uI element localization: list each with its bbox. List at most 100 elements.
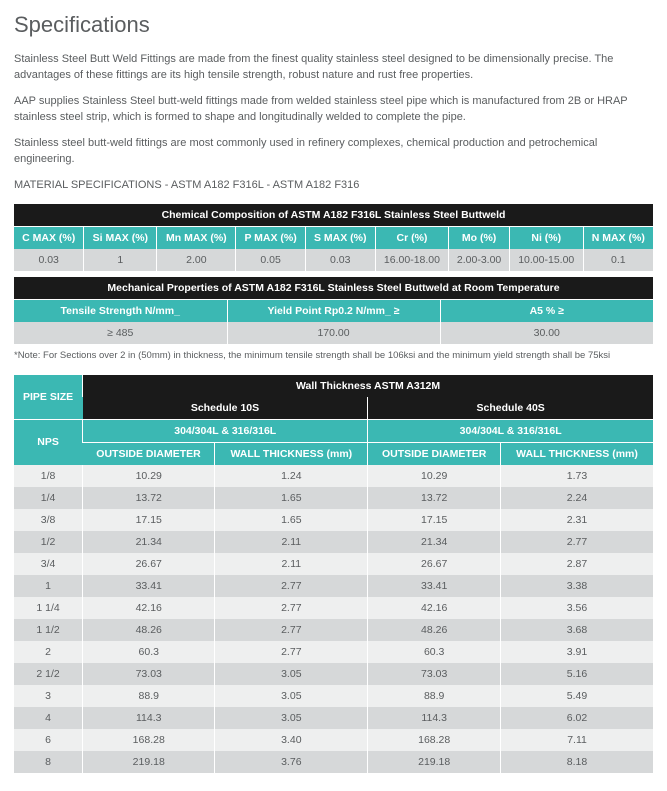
mechanical-properties-table: Mechanical Properties of ASTM A182 F316L… [14,277,653,344]
chem-val-c: 0.03 [14,249,84,271]
table-row: 1/413.721.6513.722.24 [14,487,653,509]
table-row: 2 1/273.033.0573.035.16 [14,663,653,685]
chem-val-mo: 2.00-3.00 [449,249,510,271]
table-row: 3/426.672.1126.672.87 [14,553,653,575]
wt-cell-wt1: 1.65 [215,509,368,531]
mech-val-a5: 30.00 [440,322,653,344]
wt-cell-od2: 17.15 [368,509,501,531]
wt-cell-wt1: 3.40 [215,729,368,751]
table-row: 6168.283.40168.287.11 [14,729,653,751]
intro-para-1: Stainless Steel Butt Weld Fittings are m… [14,52,653,84]
chem-val-n: 0.1 [583,249,653,271]
table-row: 4114.33.05114.36.02 [14,707,653,729]
wt-cell-od1: 60.3 [83,641,215,663]
wt-cell-wt2: 5.16 [501,663,653,685]
chem-val-si: 1 [84,249,157,271]
page-title: Specifications [14,12,653,38]
wt-cell-wt1: 2.77 [215,575,368,597]
wt-material-2: 304/304L & 316/316L [368,419,653,442]
wt-wt-label-2: WALL THICKNESS (mm) [501,442,653,465]
intro-para-2: AAP supplies Stainless Steel butt-weld f… [14,94,653,126]
material-spec-line: MATERIAL SPECIFICATIONS - ASTM A182 F316… [14,178,653,194]
intro-para-3: Stainless steel butt-weld fittings are m… [14,136,653,168]
wt-cell-wt1: 3.05 [215,685,368,707]
mechanical-data-row: ≥ 485 170.00 30.00 [14,322,653,344]
wt-cell-wt2: 2.24 [501,487,653,509]
wt-cell-wt2: 8.18 [501,751,653,773]
wt-cell-od1: 17.15 [83,509,215,531]
chem-head-cr: Cr (%) [375,226,449,249]
wt-cell-od1: 42.16 [83,597,215,619]
mech-val-tensile: ≥ 485 [14,322,227,344]
chem-head-ni: Ni (%) [509,226,583,249]
wt-cell-nps: 1 [14,575,83,597]
wt-cell-nps: 3/8 [14,509,83,531]
mech-head-tensile: Tensile Strength N/mm_ [14,299,227,322]
wt-cell-od1: 168.28 [83,729,215,751]
wt-cell-nps: 1/4 [14,487,83,509]
wt-cell-wt2: 2.31 [501,509,653,531]
wt-schedule-2: Schedule 40S [368,397,653,420]
table-row: 1/221.342.1121.342.77 [14,531,653,553]
wt-cell-wt2: 3.38 [501,575,653,597]
wt-cell-od1: 219.18 [83,751,215,773]
wt-cell-nps: 3/4 [14,553,83,575]
wt-cell-wt2: 3.68 [501,619,653,641]
wt-cell-wt1: 2.11 [215,531,368,553]
table-row: 1/810.291.2410.291.73 [14,465,653,487]
wt-cell-wt1: 3.05 [215,707,368,729]
wt-nps-label: NPS [14,419,83,465]
wt-cell-od1: 33.41 [83,575,215,597]
wt-cell-nps: 3 [14,685,83,707]
chem-head-mn: Mn MAX (%) [157,226,236,249]
chemical-header-row: C MAX (%) Si MAX (%) Mn MAX (%) P MAX (%… [14,226,653,249]
wt-cell-od2: 21.34 [368,531,501,553]
wt-cell-od2: 33.41 [368,575,501,597]
wt-cell-od2: 26.67 [368,553,501,575]
wt-cell-wt1: 3.76 [215,751,368,773]
chem-val-mn: 2.00 [157,249,236,271]
wt-cell-nps: 1 1/2 [14,619,83,641]
wt-cell-od1: 88.9 [83,685,215,707]
mechanical-title: Mechanical Properties of ASTM A182 F316L… [14,277,653,300]
mech-head-yield: Yield Point Rp0.2 N/mm_ ≥ [227,299,440,322]
wall-thickness-table: PIPE SIZE Wall Thickness ASTM A312M Sche… [14,375,653,773]
wt-cell-od1: 13.72 [83,487,215,509]
wt-cell-nps: 1/8 [14,465,83,487]
wt-cell-wt2: 5.49 [501,685,653,707]
table-row: 1 1/248.262.7748.263.68 [14,619,653,641]
wt-cell-od1: 26.67 [83,553,215,575]
wt-cell-od2: 13.72 [368,487,501,509]
wt-cell-od2: 88.9 [368,685,501,707]
wt-cell-wt2: 1.73 [501,465,653,487]
wt-cell-nps: 1 1/4 [14,597,83,619]
wt-cell-wt1: 2.77 [215,619,368,641]
wt-cell-od1: 114.3 [83,707,215,729]
wt-cell-wt2: 2.77 [501,531,653,553]
table-row: 8219.183.76219.188.18 [14,751,653,773]
chem-head-p: P MAX (%) [236,226,306,249]
wt-cell-od2: 73.03 [368,663,501,685]
chem-head-s: S MAX (%) [305,226,375,249]
chem-val-p: 0.05 [236,249,306,271]
wt-title: Wall Thickness ASTM A312M [83,375,653,397]
chem-head-n: N MAX (%) [583,226,653,249]
mech-val-yield: 170.00 [227,322,440,344]
wt-schedule-1: Schedule 10S [83,397,368,420]
wt-cell-nps: 6 [14,729,83,751]
table-row: 133.412.7733.413.38 [14,575,653,597]
chem-val-s: 0.03 [305,249,375,271]
wt-cell-od1: 21.34 [83,531,215,553]
mechanical-header-row: Tensile Strength N/mm_ Yield Point Rp0.2… [14,299,653,322]
wt-cell-od2: 219.18 [368,751,501,773]
wt-cell-wt1: 1.65 [215,487,368,509]
mechanical-note: *Note: For Sections over 2 in (50mm) in … [14,350,653,361]
wt-cell-nps: 2 1/2 [14,663,83,685]
wt-cell-nps: 8 [14,751,83,773]
wt-cell-od2: 168.28 [368,729,501,751]
chemical-data-row: 0.03 1 2.00 0.05 0.03 16.00-18.00 2.00-3… [14,249,653,271]
wt-cell-wt2: 2.87 [501,553,653,575]
wt-wt-label-1: WALL THICKNESS (mm) [215,442,368,465]
wt-cell-od2: 42.16 [368,597,501,619]
mech-head-a5: A5 % ≥ [440,299,653,322]
